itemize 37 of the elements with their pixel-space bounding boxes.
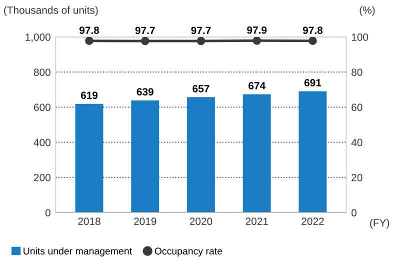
y2-tick-label: 20: [352, 174, 362, 182]
y2-tick-label: 0: [352, 209, 357, 216]
data-label: 619: [80, 92, 98, 100]
bar: [298, 91, 327, 213]
y-tick-label: 0: [45, 209, 50, 216]
data-label: 97.9: [247, 26, 267, 34]
bar: [187, 97, 215, 213]
legend-label: Occupancy rate: [154, 248, 222, 256]
y2-tick-label: 80: [352, 68, 362, 76]
data-label: 97.8: [79, 26, 100, 34]
y2-tick-label: 40: [351, 138, 362, 146]
data-label: 639: [136, 88, 154, 96]
bar: [242, 94, 271, 213]
y-tick-label: 1,000: [26, 33, 50, 42]
x-tick-label: 2020: [190, 218, 212, 226]
y-tick-label: 800: [34, 68, 50, 76]
data-label: 97.7: [135, 26, 155, 34]
y-tick-label: 400: [34, 138, 50, 146]
data-label: 97.7: [191, 26, 211, 34]
y-axis-title: (Thousands of units): [4, 6, 98, 16]
data-label: 97.8: [302, 26, 323, 34]
y-tick-label: 600: [34, 104, 50, 112]
data-label: 674: [248, 82, 266, 90]
x-tick-label: 2019: [134, 218, 156, 226]
x-tick-label: 2021: [246, 218, 268, 226]
text: (FY): [370, 218, 390, 229]
data-label: 657: [192, 84, 210, 92]
y2-tick-label: 60: [352, 104, 362, 112]
x-tick-label: 2022: [302, 218, 324, 226]
y2-tick-label: 100: [352, 33, 368, 41]
y-tick-label: 200: [34, 174, 50, 182]
x-tick-label: 2018: [78, 218, 100, 226]
bar: [131, 100, 160, 213]
data-label: 691: [304, 78, 322, 86]
legend-label: Units under management: [24, 247, 132, 256]
bar: [75, 104, 104, 213]
y2-axis-title: (%): [360, 6, 375, 16]
